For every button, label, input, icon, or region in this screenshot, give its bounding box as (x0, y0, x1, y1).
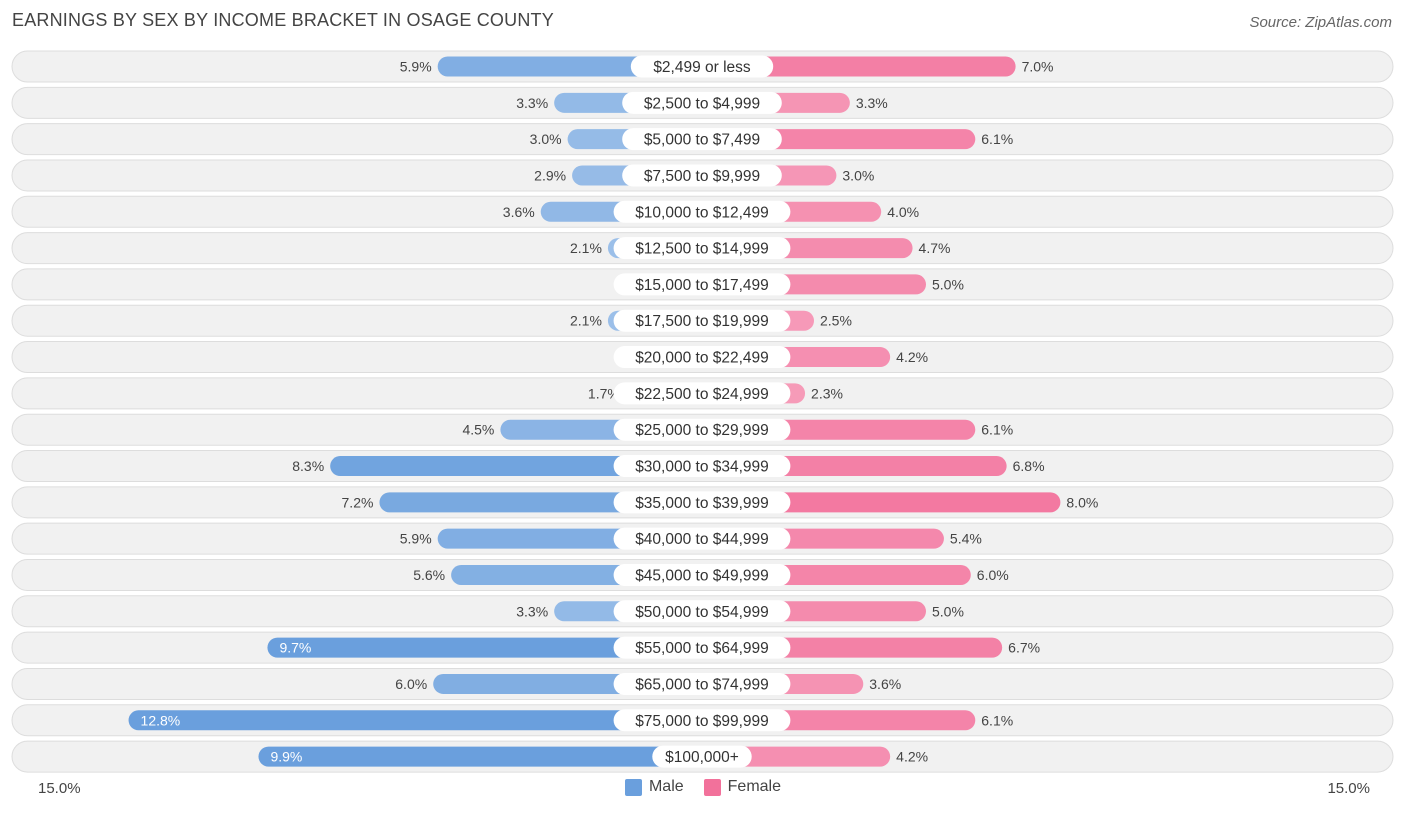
value-label-female: 6.8% (1013, 458, 1045, 474)
value-label-male: 5.9% (400, 59, 432, 75)
category-label: $50,000 to $54,999 (635, 604, 769, 621)
category-label: $2,499 or less (653, 59, 751, 76)
category-label: $75,000 to $99,999 (635, 713, 769, 730)
category-pill (622, 91, 782, 114)
value-label-female: 6.0% (977, 567, 1009, 583)
value-label-male: 3.0% (530, 131, 562, 147)
category-pill (652, 745, 752, 768)
category-pill (613, 527, 791, 550)
value-label-male: 5.9% (400, 531, 432, 547)
bar-female (692, 56, 1016, 77)
value-label-male: 12.8% (141, 712, 181, 728)
category-pill (622, 128, 782, 151)
legend-swatch-female (703, 778, 721, 796)
category-label: $22,500 to $24,999 (635, 386, 769, 403)
value-label-female: 7.0% (1022, 59, 1054, 75)
value-label-female: 3.0% (842, 167, 874, 183)
category-label: $100,000+ (665, 749, 739, 766)
value-label-male: 3.6% (503, 204, 535, 220)
category-label: $55,000 to $64,999 (635, 640, 769, 657)
legend-label-female: Female (727, 778, 782, 795)
category-label: $17,500 to $19,999 (635, 313, 769, 330)
bar-male (267, 637, 712, 658)
category-pill (613, 418, 791, 441)
legend-item-female: Female (703, 778, 782, 796)
category-pill (613, 563, 791, 586)
category-pill (613, 672, 791, 695)
value-label-female: 8.0% (1066, 494, 1098, 510)
value-label-male: 2.9% (534, 167, 566, 183)
value-label-female: 4.2% (896, 749, 928, 765)
category-label: $10,000 to $12,499 (635, 204, 769, 221)
source-label: Source: ZipAtlas.com (1249, 14, 1392, 31)
category-pill (613, 636, 791, 659)
value-label-female: 6.7% (1008, 640, 1040, 656)
category-label: $7,500 to $9,999 (644, 168, 760, 185)
value-label-female: 4.2% (896, 349, 928, 365)
category-pill (630, 55, 774, 78)
value-label-male: 2.1% (570, 240, 602, 256)
category-pill (613, 600, 791, 623)
category-pill (613, 491, 791, 514)
value-label-male: 5.6% (413, 567, 445, 583)
value-label-female: 3.3% (856, 95, 888, 111)
category-pill (613, 237, 791, 260)
value-label-male: 4.5% (462, 422, 494, 438)
bar-male (258, 746, 712, 767)
legend-item-male: Male (624, 778, 684, 796)
category-pill (613, 346, 791, 369)
category-pill (613, 273, 791, 296)
category-pill (613, 455, 791, 478)
value-label-female: 6.1% (981, 712, 1013, 728)
category-label: $15,000 to $17,499 (635, 277, 769, 294)
category-label: $45,000 to $49,999 (635, 567, 769, 584)
value-label-female: 5.0% (932, 276, 964, 292)
value-label-female: 4.0% (887, 204, 919, 220)
category-label: $30,000 to $34,999 (635, 459, 769, 476)
category-label: $12,500 to $14,999 (635, 241, 769, 258)
category-label: $40,000 to $44,999 (635, 531, 769, 548)
category-label: $20,000 to $22,499 (635, 350, 769, 367)
value-label-female: 6.1% (981, 131, 1013, 147)
category-pill (613, 200, 791, 223)
value-label-male: 2.1% (570, 313, 602, 329)
category-label: $25,000 to $29,999 (635, 422, 769, 439)
legend-label-male: Male (648, 778, 684, 795)
category-pill (622, 164, 782, 187)
category-pill (613, 709, 791, 732)
chart-title: EARNINGS BY SEX BY INCOME BRACKET IN OSA… (12, 10, 554, 30)
value-label-male: 7.2% (342, 494, 374, 510)
value-label-male: 9.9% (270, 749, 302, 765)
value-label-female: 5.4% (950, 531, 982, 547)
bar-male (128, 710, 712, 731)
category-label: $5,000 to $7,499 (644, 132, 760, 149)
legend: Male Female (0, 778, 1406, 796)
chart-canvas: 5.9% 7.0% $2,499 or less 3.3% 3.3% $2,500 to … (11, 50, 1394, 773)
category-pill (613, 382, 791, 405)
value-label-male: 3.3% (516, 95, 548, 111)
category-label: $2,500 to $4,999 (644, 95, 760, 112)
value-label-male: 1.7% (588, 385, 620, 401)
category-label: $65,000 to $74,999 (635, 676, 769, 693)
value-label-female: 5.0% (932, 603, 964, 619)
value-label-female: 6.1% (981, 422, 1013, 438)
value-label-male: 9.7% (279, 640, 311, 656)
category-label: $35,000 to $39,999 (635, 495, 769, 512)
axis-right-label: 15.0% (1327, 780, 1370, 797)
value-label-female: 2.3% (811, 385, 843, 401)
value-label-female: 3.6% (869, 676, 901, 692)
category-pill (613, 309, 791, 332)
legend-swatch-male (624, 778, 642, 796)
value-label-female: 2.5% (820, 313, 852, 329)
axis-left-label: 15.0% (38, 780, 81, 797)
value-label-male: 8.3% (292, 458, 324, 474)
value-label-male: 6.0% (395, 676, 427, 692)
value-label-female: 4.7% (919, 240, 951, 256)
value-label-male: 3.3% (516, 603, 548, 619)
